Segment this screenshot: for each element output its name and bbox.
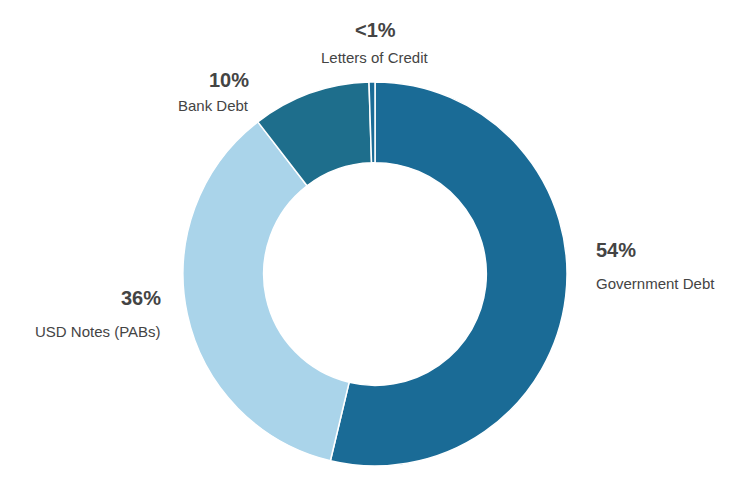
svg-text:<1%: <1% (355, 19, 396, 41)
svg-text:Government Debt: Government Debt (596, 275, 715, 292)
svg-text:Bank Debt: Bank Debt (178, 97, 249, 114)
svg-text:54%: 54% (596, 239, 636, 261)
svg-text:USD Notes (PABs): USD Notes (PABs) (35, 323, 161, 340)
svg-text:Letters of Credit: Letters of Credit (321, 49, 429, 66)
svg-text:36%: 36% (121, 287, 161, 309)
svg-text:10%: 10% (209, 69, 249, 91)
